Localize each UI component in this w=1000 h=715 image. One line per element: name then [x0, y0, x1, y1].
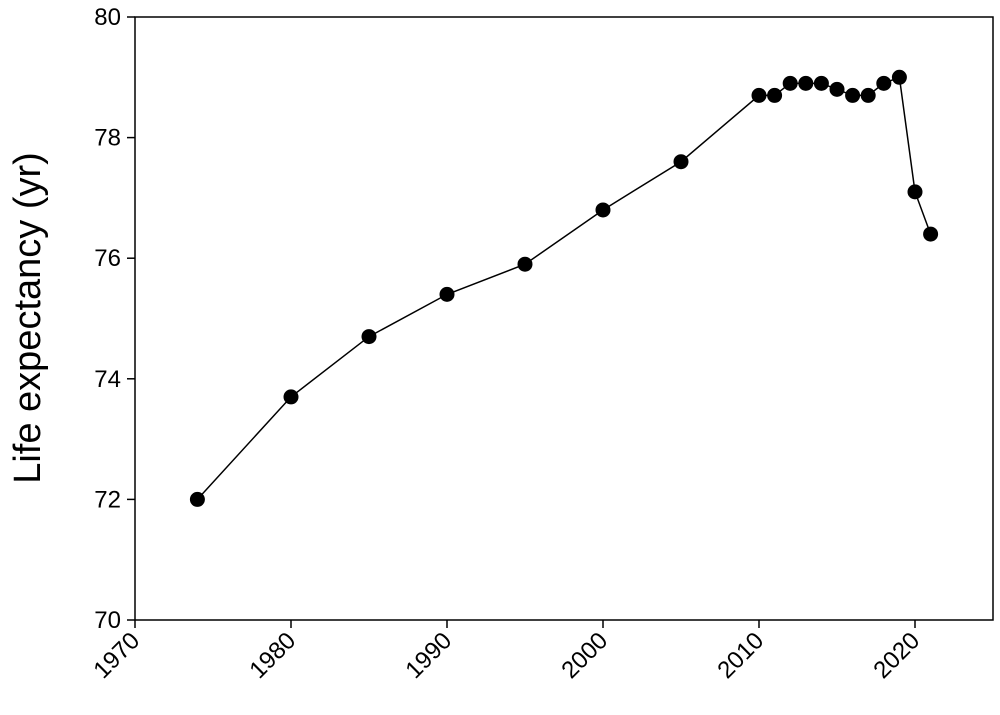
- x-tick-label: 1980: [244, 627, 301, 684]
- data-point: [517, 256, 533, 272]
- data-point: [782, 75, 798, 91]
- data-point: [876, 75, 892, 91]
- y-tick-label: 74: [94, 366, 121, 393]
- x-tick-label: 2020: [868, 627, 925, 684]
- plot-frame: [134, 16, 994, 621]
- data-point: [595, 202, 611, 218]
- data-point: [673, 154, 689, 170]
- data-point: [798, 75, 814, 91]
- data-point: [751, 87, 767, 103]
- y-axis-label: Life expectancy (yr): [7, 152, 49, 484]
- y-tick-label: 76: [94, 245, 121, 272]
- data-point: [439, 286, 455, 302]
- data-point: [845, 87, 861, 103]
- data-point: [283, 389, 299, 405]
- data-point: [767, 87, 783, 103]
- data-point: [923, 226, 939, 242]
- data-point: [189, 491, 205, 507]
- x-tick-label: 2000: [556, 627, 613, 684]
- x-tick-label: 1990: [400, 627, 457, 684]
- y-tick-label: 72: [94, 486, 121, 513]
- data-point: [891, 69, 907, 85]
- y-tick-label: 78: [94, 125, 121, 152]
- y-tick-label: 80: [94, 4, 121, 31]
- data-line: [196, 76, 932, 500]
- data-point: [829, 81, 845, 97]
- x-tick-label: 1970: [88, 627, 145, 684]
- y-tick-label: 70: [94, 607, 121, 634]
- data-point: [860, 87, 876, 103]
- x-tick-label: 2010: [712, 627, 769, 684]
- data-point: [813, 75, 829, 91]
- data-point: [361, 329, 377, 345]
- data-point: [907, 184, 923, 200]
